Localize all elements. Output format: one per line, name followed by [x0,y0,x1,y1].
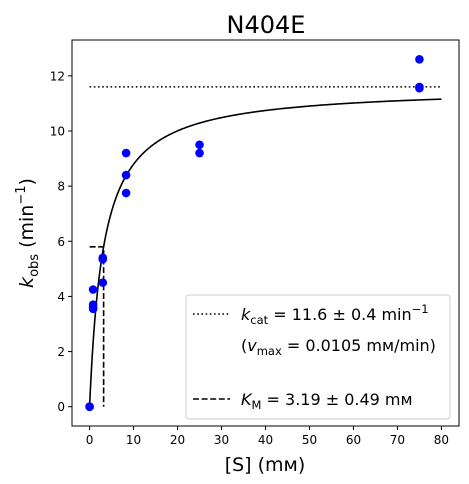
legend-km-label: KM = 3.19 ± 0.49 mᴍ [241,390,413,412]
km-line [89,245,105,407]
y-axis-label: kobs (min−1) [14,178,42,288]
data-point [98,254,108,264]
legend-km-text: = 3.19 ± 0.49 mᴍ [261,390,412,409]
data-point [85,402,94,412]
data-point [88,304,98,314]
y-tick-label: 2 [57,345,65,359]
x-tick-label: 80 [434,433,449,447]
fit-curve [88,98,442,407]
legend-box [185,294,451,420]
plot-area [85,55,442,412]
x-tick-label: 30 [214,433,229,447]
y-tick-label: 8 [57,180,65,194]
data-point [121,170,131,180]
data-point [98,278,108,287]
data-point [195,140,204,150]
legend-vmax-open: ( [241,336,247,355]
x-axis-label: [S] (mᴍ) [225,454,306,476]
axis-ticks: 0 10 20 30 40 50 60 70 80 0 2 4 6 8 10 12 [50,69,449,447]
x-tick-label: 20 [170,433,185,447]
legend-vmax-label: (vmax = 0.0105 mᴍ/min) [241,336,436,358]
y-tick-label: 6 [57,235,65,249]
data-point [121,188,131,198]
legend-kcat-k: k [241,305,251,324]
y-tick-label: 4 [57,290,65,304]
y-tick-label: 10 [50,124,65,138]
y-axis-label-close: ) [16,178,38,185]
data-point [88,285,98,294]
data-point [415,55,424,64]
chart-title: N404E [227,11,306,39]
legend-vmax-v: v [247,336,257,355]
legend-vmax-sub: max [257,344,282,358]
x-tick-label: 50 [302,433,317,447]
legend-km-sub: M [252,398,262,412]
y-axis-label-unit: (min [16,205,38,254]
data-point [195,148,204,158]
legend-kcat-sub: cat [250,313,268,327]
y-axis-label-k: k [16,276,38,288]
x-tick-label: 60 [346,433,361,447]
legend-kcat-label: kcat = 11.6 ± 0.4 min−1 [241,302,429,327]
data-point [415,83,424,93]
x-tick-label: 10 [126,433,141,447]
legend-kcat-sup: −1 [412,302,429,316]
x-tick-label: 0 [86,433,94,447]
legend-km-k: K [241,390,253,409]
x-tick-label: 40 [258,433,273,447]
data-point [121,148,131,158]
x-tick-label: 70 [390,433,405,447]
legend-vmax-text: = 0.0105 mᴍ/min) [282,336,436,355]
y-tick-label: 0 [57,400,65,414]
legend: kcat = 11.6 ± 0.4 min−1 (vmax = 0.0105 m… [185,294,451,420]
y-axis-label-sup: −1 [14,185,29,204]
y-axis-label-sub: obs [27,254,42,277]
y-tick-label: 12 [50,69,65,83]
legend-kcat-text: = 11.6 ± 0.4 min [268,305,411,324]
